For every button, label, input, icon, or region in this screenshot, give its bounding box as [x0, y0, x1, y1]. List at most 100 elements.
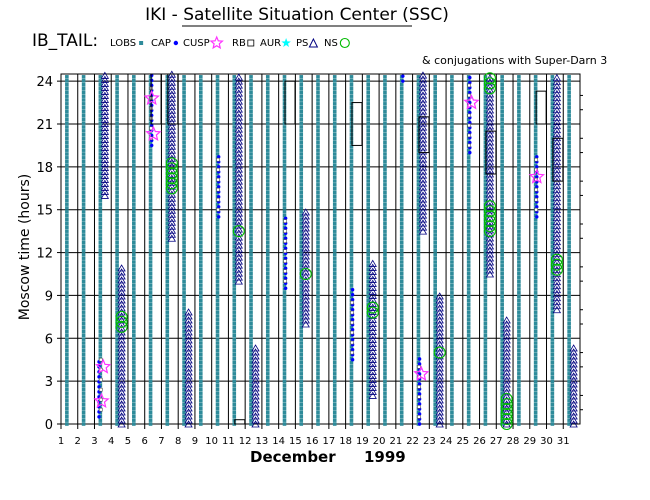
lobs-marker: [533, 387, 538, 392]
lobs-marker: [416, 78, 421, 83]
lobs-marker: [148, 287, 153, 291]
lobs-marker: [165, 379, 170, 384]
lobs-marker: [282, 291, 287, 295]
ps-marker: [485, 226, 495, 234]
lobs-marker: [98, 167, 103, 172]
lobs-marker: [433, 125, 437, 129]
lobs-marker: [98, 152, 103, 156]
lobs-marker: [483, 302, 488, 307]
lobs-marker: [148, 391, 153, 395]
ps-marker: [552, 305, 562, 314]
lobs-marker: [416, 348, 421, 353]
lobs-marker: [282, 94, 287, 98]
lobs-marker: [81, 337, 86, 341]
lobs-marker: [282, 399, 287, 403]
lobs-marker: [215, 163, 220, 168]
cap-marker: [97, 415, 101, 419]
lobs-marker: [349, 98, 354, 102]
lobs-marker: [399, 159, 404, 164]
lobs-marker: [416, 152, 421, 156]
lobs-marker: [517, 306, 521, 311]
lobs-marker: [132, 221, 136, 226]
lobs-marker: [567, 90, 571, 95]
ps-marker: [368, 359, 377, 367]
lobs-marker: [433, 325, 437, 330]
lobs-marker: [148, 186, 153, 191]
lobs-marker: [450, 306, 454, 311]
ns-marker: [299, 267, 312, 281]
lobs-marker: [500, 360, 504, 365]
lobs-marker: [316, 294, 320, 299]
ps-column: [301, 208, 310, 328]
ps-marker: [117, 396, 126, 404]
lobs-marker: [198, 422, 203, 426]
x-tick-label: 2: [75, 436, 81, 447]
lobs-marker: [282, 418, 287, 422]
lobs-marker: [383, 252, 387, 257]
lobs-marker: [466, 333, 471, 338]
lobs-marker: [466, 237, 471, 241]
lobs-marker: [466, 379, 471, 384]
lobs-marker: [500, 325, 504, 330]
lobs-marker: [383, 318, 387, 322]
lobs-marker: [132, 298, 136, 303]
lobs-marker: [115, 233, 119, 237]
ps-marker: [234, 221, 243, 229]
ps-marker: [502, 336, 511, 344]
lobs-marker: [433, 75, 437, 79]
lobs-marker: [316, 163, 320, 168]
lobs-marker: [567, 422, 571, 426]
lobs-marker: [316, 229, 320, 233]
lobs-marker: [316, 213, 320, 218]
ps-marker: [184, 312, 193, 320]
lobs-marker: [500, 348, 504, 353]
lobs-marker: [299, 148, 304, 152]
lobs-marker: [349, 148, 354, 152]
lobs-marker: [399, 294, 404, 299]
lobs-marker: [148, 102, 153, 106]
lobs-marker: [65, 341, 69, 345]
cusp-icon: [209, 35, 224, 50]
lobs-marker: [265, 414, 270, 419]
lobs-marker: [349, 314, 354, 318]
lobs-marker: [416, 198, 421, 203]
lobs-marker: [550, 418, 555, 422]
lobs-marker: [65, 337, 69, 341]
ns-marker: [165, 167, 178, 180]
ps-marker: [234, 177, 243, 185]
lobs-marker: [332, 264, 337, 268]
lobs-marker: [433, 102, 437, 106]
ps-marker: [301, 228, 310, 236]
lobs-marker: [265, 210, 270, 214]
lobs-marker: [567, 113, 571, 118]
lobs-marker: [165, 82, 170, 87]
lobs-marker: [517, 372, 521, 376]
ps-marker: [552, 105, 562, 114]
lobs-marker: [550, 252, 555, 257]
ps-marker: [234, 93, 243, 101]
aur-marker: [467, 143, 471, 148]
lobs-marker: [567, 109, 571, 114]
ps-marker: [100, 83, 110, 91]
lobs-marker: [450, 287, 454, 291]
lobs-marker: [483, 418, 488, 422]
lobs-marker: [81, 144, 86, 149]
lobs-marker: [282, 148, 287, 152]
x-tick-label: 10: [205, 436, 218, 447]
lobs-marker: [249, 321, 253, 326]
lobs-marker: [198, 306, 203, 311]
lobs-marker: [500, 291, 504, 295]
ns-group: [433, 346, 446, 359]
lobs-marker: [483, 337, 488, 341]
ps-marker: [502, 332, 511, 340]
lobs-marker: [383, 310, 387, 314]
lobs-marker: [550, 98, 555, 102]
lobs-marker: [98, 213, 103, 218]
lobs-marker: [332, 102, 337, 106]
lobs-marker: [416, 318, 421, 322]
lobs-marker: [383, 179, 387, 183]
lobs-marker: [282, 202, 287, 206]
ps-column: [418, 71, 428, 235]
lobs-marker: [500, 368, 504, 372]
lobs-marker: [148, 360, 153, 365]
